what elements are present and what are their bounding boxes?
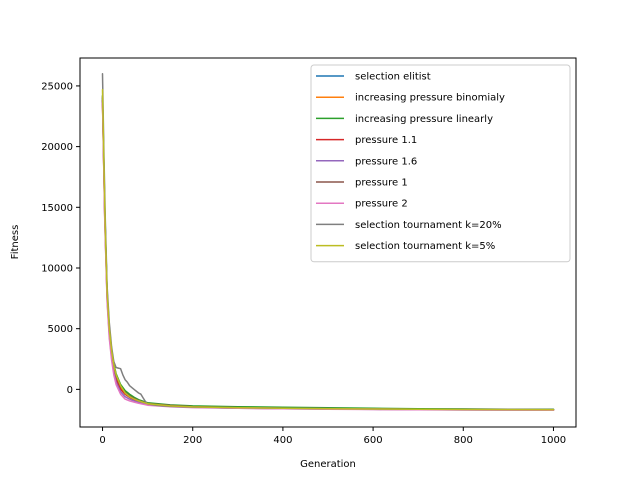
x-tick-label: 200 xyxy=(183,435,202,446)
legend-label-3: increasing pressure linearly xyxy=(355,114,493,125)
y-axis-label: Fitness xyxy=(10,225,21,260)
legend-label-5: pressure 1.6 xyxy=(355,156,417,167)
y-tick-label: 10000 xyxy=(41,263,73,274)
legend: selection elitist increasing pressure bin… xyxy=(310,64,571,263)
series-line-9 xyxy=(101,88,555,411)
legend-label-7: pressure 2 xyxy=(355,199,408,210)
x-tick-label: 1000 xyxy=(541,435,566,446)
y-tick-label: 25000 xyxy=(41,81,73,92)
x-tick-label: 0 xyxy=(99,435,105,446)
x-tick-label: 400 xyxy=(273,435,292,446)
legend-label-2: increasing pressure binomialy xyxy=(355,93,505,104)
y-tick-label: 15000 xyxy=(41,203,73,214)
x-tick-label: 600 xyxy=(364,435,383,446)
series-layer xyxy=(101,73,555,411)
legend-box xyxy=(310,64,571,263)
legend-label-9: selection tournament k=5% xyxy=(355,241,495,252)
y-tick-label: 20000 xyxy=(41,142,73,153)
y-tick-label: 5000 xyxy=(48,324,73,335)
x-axis-label: Generation xyxy=(300,459,356,470)
legend-label-1: selection elitist xyxy=(355,72,431,83)
legend-label-6: pressure 1 xyxy=(355,178,408,189)
legend-label-8: selection tournament k=20% xyxy=(355,220,502,231)
legend-label-4: pressure 1.1 xyxy=(355,135,417,146)
plot-frame xyxy=(79,57,577,428)
y-tick-label: 0 xyxy=(67,385,73,396)
ticks-layer: 0 200 400 600 800 100005000100001500020000250… xyxy=(41,81,566,446)
x-tick-label: 800 xyxy=(454,435,473,446)
